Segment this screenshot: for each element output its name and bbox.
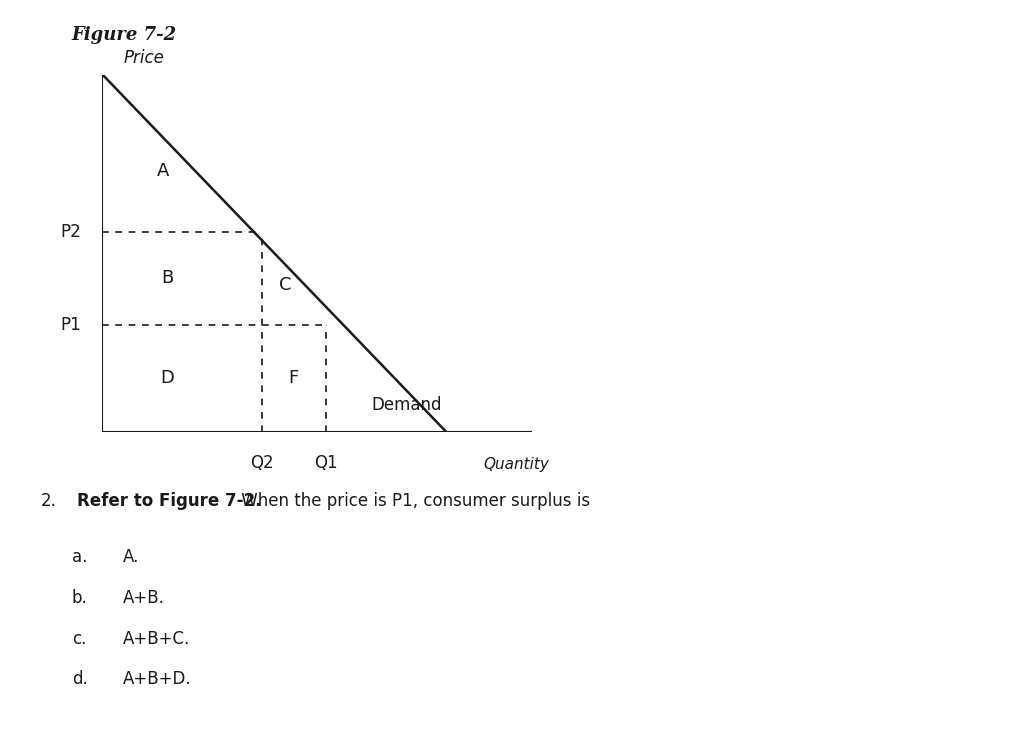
- Text: A: A: [157, 162, 169, 180]
- Text: A+B.: A+B.: [123, 589, 165, 606]
- Text: Q1: Q1: [314, 454, 338, 472]
- Text: P1: P1: [60, 316, 81, 334]
- Text: C: C: [279, 276, 292, 294]
- Text: B: B: [161, 270, 173, 288]
- Text: F: F: [289, 370, 299, 387]
- Text: A+B+C.: A+B+C.: [123, 630, 190, 647]
- Text: A.: A.: [123, 548, 139, 565]
- Text: Demand: Demand: [372, 396, 442, 414]
- Text: Quantity: Quantity: [483, 457, 550, 472]
- Text: A+B+D.: A+B+D.: [123, 670, 191, 688]
- Text: Figure 7-2: Figure 7-2: [72, 26, 177, 44]
- Text: P2: P2: [60, 223, 81, 241]
- Text: Q2: Q2: [250, 454, 273, 472]
- Text: D: D: [160, 370, 174, 387]
- Text: Price: Price: [124, 49, 165, 67]
- Text: When the price is P1, consumer surplus is: When the price is P1, consumer surplus i…: [236, 492, 590, 510]
- Text: 2.: 2.: [41, 492, 57, 510]
- Text: Refer to Figure 7-2.: Refer to Figure 7-2.: [77, 492, 261, 510]
- Text: a.: a.: [72, 548, 87, 565]
- Text: c.: c.: [72, 630, 86, 647]
- Text: d.: d.: [72, 670, 87, 688]
- Text: b.: b.: [72, 589, 87, 606]
